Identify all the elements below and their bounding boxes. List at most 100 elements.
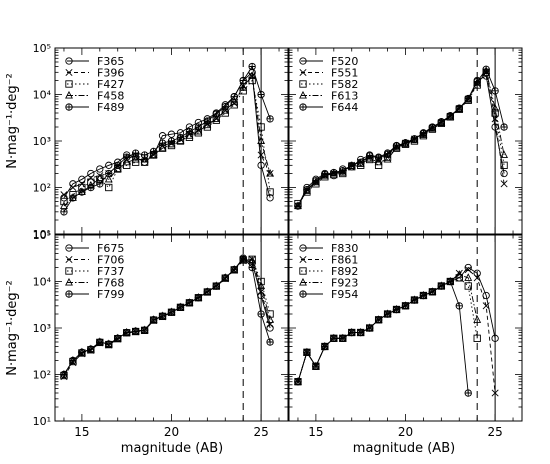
data-point	[266, 188, 274, 196]
series-F582: F582	[294, 68, 508, 208]
legend-label: F954	[331, 288, 358, 301]
series-F706: F706	[60, 254, 274, 381]
data-point	[266, 315, 275, 323]
legend-marker	[65, 103, 73, 111]
legend-marker	[65, 277, 73, 286]
legend-marker	[65, 290, 73, 298]
data-point	[87, 345, 95, 353]
x-tick-label: 15	[308, 425, 323, 439]
x-tick-label: 20	[398, 425, 413, 439]
legend-label: F613	[331, 90, 358, 103]
series-line	[63, 74, 271, 207]
legend-label: F458	[97, 90, 124, 103]
data-point	[257, 123, 265, 131]
data-point	[131, 154, 140, 163]
data-point	[158, 312, 167, 320]
y-tick-label: 10³	[33, 135, 51, 148]
legend-marker	[65, 90, 73, 99]
legend-marker	[65, 267, 73, 275]
data-point	[230, 97, 239, 105]
legend-label: F737	[97, 265, 124, 278]
data-point	[312, 177, 320, 185]
legend-label: F365	[97, 55, 124, 68]
data-point	[221, 103, 229, 111]
data-point	[410, 135, 419, 143]
legend-marker	[299, 68, 307, 77]
series-line	[63, 65, 271, 213]
data-point	[104, 174, 113, 183]
data-point	[473, 315, 482, 323]
data-point	[96, 180, 104, 188]
data-point	[257, 90, 265, 99]
series-F644: F644	[294, 65, 508, 210]
data-point	[266, 168, 275, 177]
data-point	[446, 277, 454, 286]
data-point	[294, 378, 302, 386]
data-point	[383, 150, 392, 158]
data-point	[374, 161, 383, 169]
series-line	[63, 257, 271, 375]
data-point	[321, 170, 329, 179]
data-point	[482, 65, 490, 73]
y-tick-label: 10³	[33, 322, 51, 335]
data-point	[167, 137, 176, 145]
data-point	[455, 274, 463, 282]
data-point	[257, 281, 266, 290]
data-point	[248, 256, 257, 264]
legend-marker	[299, 255, 307, 264]
data-point	[339, 334, 347, 342]
series-line	[297, 71, 505, 207]
data-point	[105, 340, 113, 348]
legend-marker	[299, 103, 307, 111]
data-point	[123, 161, 131, 169]
data-point	[303, 348, 311, 356]
data-point	[392, 305, 401, 314]
legend-label: F830	[331, 242, 358, 255]
data-point	[114, 161, 122, 169]
data-point	[500, 161, 508, 169]
legend-label: F799	[97, 288, 124, 301]
x-tick-label: 20	[164, 425, 179, 439]
data-point	[176, 303, 185, 311]
data-point	[491, 103, 500, 112]
data-point	[383, 154, 392, 163]
legend-label: F427	[97, 78, 124, 91]
data-point	[339, 167, 347, 175]
data-point	[69, 194, 77, 202]
data-point	[60, 191, 68, 199]
legend-label: F706	[97, 254, 124, 267]
data-point	[500, 150, 509, 159]
data-point	[303, 186, 311, 194]
data-point	[257, 310, 265, 318]
series-line	[63, 258, 271, 375]
data-point	[212, 282, 220, 290]
data-point	[464, 263, 472, 272]
series-F520: F520	[294, 55, 508, 210]
data-point	[464, 273, 473, 281]
data-point	[248, 62, 256, 71]
legend-label: F520	[331, 55, 358, 68]
x-tick-label: 25	[487, 425, 502, 439]
data-point	[257, 161, 265, 169]
data-point	[194, 126, 203, 135]
data-point	[78, 188, 86, 196]
legend-marker	[299, 90, 307, 99]
data-point	[266, 194, 274, 202]
data-point	[158, 132, 167, 140]
panel-frame	[288, 234, 523, 422]
y-tick-label: 10²	[33, 182, 51, 195]
y-tick-label: 10⁵	[33, 229, 51, 242]
series-F799: F799	[60, 254, 274, 379]
legend-label: F489	[97, 101, 124, 114]
panel-3: 15 20 25 10¹ 10² 10³ 10⁴ 10⁵ F675F706F737F768F79…	[33, 229, 289, 439]
series-line	[63, 258, 271, 377]
data-point	[132, 327, 140, 335]
legend-label: F861	[331, 254, 358, 267]
figure-xlabel-left: magnitude (AB)	[121, 441, 223, 456]
data-point	[330, 334, 338, 342]
legend-marker	[65, 244, 73, 252]
data-point	[437, 118, 445, 126]
data-point	[185, 299, 194, 307]
data-point	[60, 197, 68, 206]
